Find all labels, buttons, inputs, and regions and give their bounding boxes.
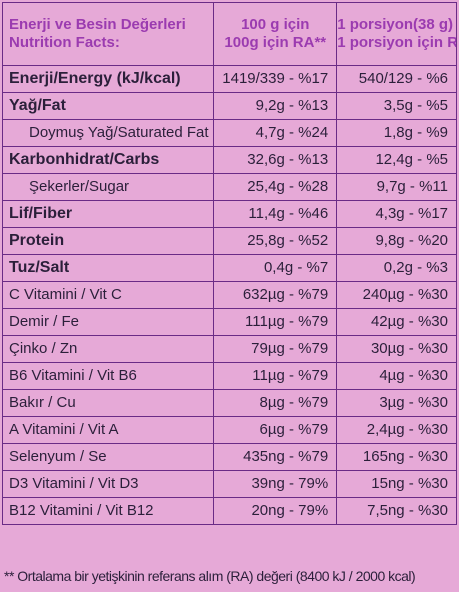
row-perserving: 42µg - %30	[336, 308, 457, 336]
table-row: Protein 25,8g - %52 9,8g - %20	[1, 227, 457, 255]
row-per100: 9,2g - %13	[213, 92, 338, 120]
table-row: B6 Vitamini / Vit B6 11µg - %79 4µg - %3…	[1, 362, 457, 390]
row-perserving: 7,5ng - %30	[336, 497, 457, 525]
nutrition-panel: Enerji ve Besin Değerleri Nutrition Fact…	[1, 2, 457, 566]
row-per100: 39ng - 79%	[213, 470, 338, 498]
header-title-en: Nutrition Facts:	[9, 34, 120, 51]
header-perserving-line1: 1 porsiyon(38 g) için	[337, 16, 456, 33]
header-perserving-line2: 1 porsiyon için RA **	[337, 34, 456, 51]
table-row: D3 Vitamini / Vit D3 39ng - 79% 15ng - %…	[1, 470, 457, 498]
table-row: Şekerler/Sugar 25,4g - %28 9,7g - %11	[1, 173, 457, 201]
row-per100: 435ng - %79	[213, 443, 338, 471]
row-perserving: 15ng - %30	[336, 470, 457, 498]
row-perserving: 4,3g - %17	[336, 200, 457, 228]
row-per100: 8µg - %79	[213, 389, 338, 417]
row-label: Selenyum / Se	[1, 443, 215, 471]
row-per100: 25,4g - %28	[213, 173, 338, 201]
row-perserving: 2,4µg - %30	[336, 416, 457, 444]
table-row: Yağ/Fat 9,2g - %13 3,5g - %5	[1, 92, 457, 120]
header-perserving-cell: 1 porsiyon(38 g) için 1 porsiyon için RA…	[336, 2, 457, 66]
row-perserving: 3,5g - %5	[336, 92, 457, 120]
row-per100: 20ng - 79%	[213, 497, 338, 525]
row-per100: 0,4g - %7	[213, 254, 338, 282]
row-label: C Vitamini / Vit C	[1, 281, 215, 309]
row-label: Doymuş Yağ/Saturated Fat	[1, 119, 215, 147]
row-per100: 1419/339 - %17	[213, 65, 338, 93]
header-per100-cell: 100 g için 100g için RA**	[213, 2, 338, 66]
row-label: Şekerler/Sugar	[1, 173, 215, 201]
row-label: Enerji/Energy (kJ/kcal)	[1, 65, 215, 93]
row-label: Lif/Fiber	[1, 200, 215, 228]
row-per100: 632µg - %79	[213, 281, 338, 309]
row-perserving: 165ng - %30	[336, 443, 457, 471]
table-row: Enerji/Energy (kJ/kcal) 1419/339 - %17 5…	[1, 65, 457, 93]
row-per100: 11µg - %79	[213, 362, 338, 390]
row-per100: 6µg - %79	[213, 416, 338, 444]
row-per100: 79µg - %79	[213, 335, 338, 363]
header-per100-line2: 100g için RA**	[224, 34, 327, 51]
row-per100: 11,4g - %46	[213, 200, 338, 228]
row-perserving: 1,8g - %9	[336, 119, 457, 147]
nutrition-table: Enerji ve Besin Değerleri Nutrition Fact…	[1, 2, 457, 525]
table-row: Doymuş Yağ/Saturated Fat 4,7g - %24 1,8g…	[1, 119, 457, 147]
row-label: Çinko / Zn	[1, 335, 215, 363]
row-perserving: 30µg - %30	[336, 335, 457, 363]
header-per100-line1: 100 g için	[241, 16, 310, 33]
row-label: Demir / Fe	[1, 308, 215, 336]
table-row: Lif/Fiber 11,4g - %46 4,3g - %17	[1, 200, 457, 228]
table-row: Karbonhidrat/Carbs 32,6g - %13 12,4g - %…	[1, 146, 457, 174]
table-row: Çinko / Zn 79µg - %79 30µg - %30	[1, 335, 457, 363]
row-label: Yağ/Fat	[1, 92, 215, 120]
row-perserving: 540/129 - %6	[336, 65, 457, 93]
row-label: Tuz/Salt	[1, 254, 215, 282]
row-label: B12 Vitamini / Vit B12	[1, 497, 215, 525]
row-per100: 111µg - %79	[213, 308, 338, 336]
row-per100: 25,8g - %52	[213, 227, 338, 255]
header-title-tr: Enerji ve Besin Değerleri	[9, 16, 186, 33]
table-row: C Vitamini / Vit C 632µg - %79 240µg - %…	[1, 281, 457, 309]
reference-intake-footnote: ** Ortalama bir yetişkinin referans alım…	[4, 568, 416, 584]
row-label: Protein	[1, 227, 215, 255]
table-row: Tuz/Salt 0,4g - %7 0,2g - %3	[1, 254, 457, 282]
row-label: Bakır / Cu	[1, 389, 215, 417]
row-per100: 32,6g - %13	[213, 146, 338, 174]
row-per100: 4,7g - %24	[213, 119, 338, 147]
table-row: B12 Vitamini / Vit B12 20ng - 79% 7,5ng …	[1, 497, 457, 525]
row-label: B6 Vitamini / Vit B6	[1, 362, 215, 390]
row-perserving: 4µg - %30	[336, 362, 457, 390]
row-perserving: 9,7g - %11	[336, 173, 457, 201]
table-header-row: Enerji ve Besin Değerleri Nutrition Fact…	[1, 2, 457, 66]
row-perserving: 3µg - %30	[336, 389, 457, 417]
row-label: A Vitamini / Vit A	[1, 416, 215, 444]
table-row: Demir / Fe 111µg - %79 42µg - %30	[1, 308, 457, 336]
row-perserving: 12,4g - %5	[336, 146, 457, 174]
row-perserving: 240µg - %30	[336, 281, 457, 309]
header-title-cell: Enerji ve Besin Değerleri Nutrition Fact…	[1, 2, 215, 66]
row-perserving: 9,8g - %20	[336, 227, 457, 255]
row-label: Karbonhidrat/Carbs	[1, 146, 215, 174]
table-row: Selenyum / Se 435ng - %79 165ng - %30	[1, 443, 457, 471]
table-row: Bakır / Cu 8µg - %79 3µg - %30	[1, 389, 457, 417]
row-label: D3 Vitamini / Vit D3	[1, 470, 215, 498]
row-perserving: 0,2g - %3	[336, 254, 457, 282]
table-row: A Vitamini / Vit A 6µg - %79 2,4µg - %30	[1, 416, 457, 444]
